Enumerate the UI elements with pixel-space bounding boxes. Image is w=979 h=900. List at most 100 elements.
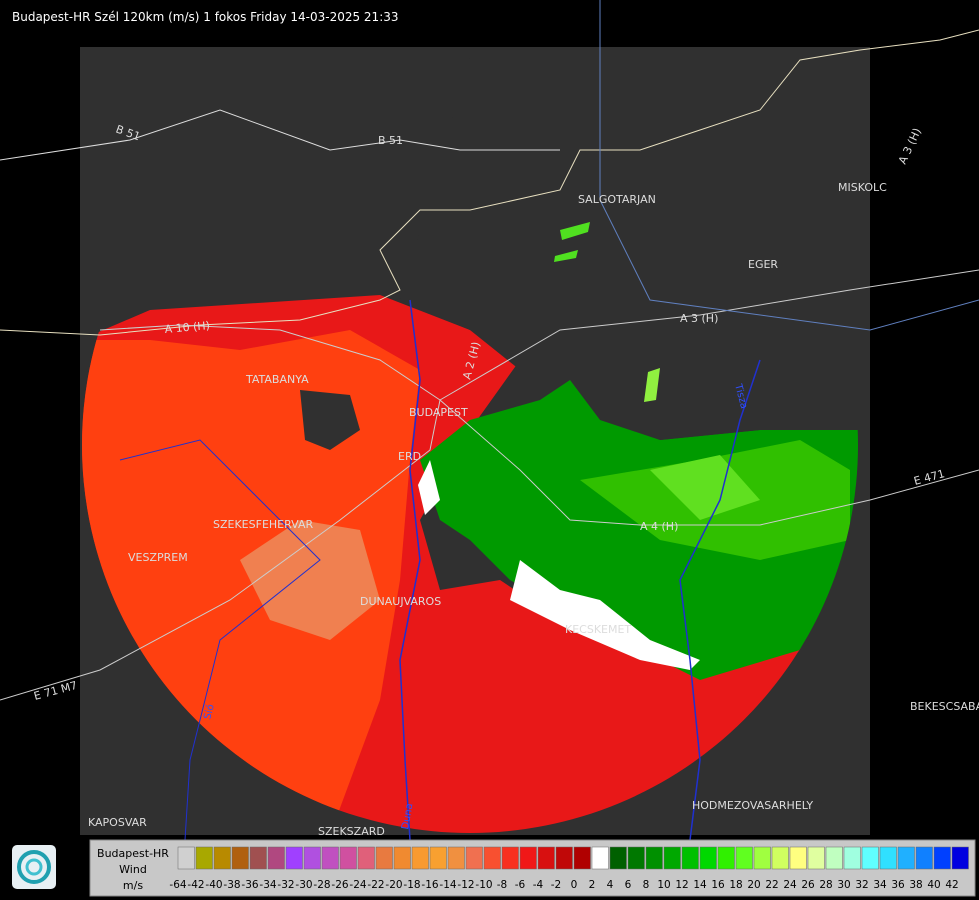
legend-label: 18 — [729, 879, 742, 891]
legend-label: -14 — [439, 879, 456, 891]
legend-swatch — [249, 846, 267, 870]
legend-label: -8 — [497, 879, 507, 891]
legend-swatch — [771, 846, 789, 870]
legend-swatch — [555, 846, 573, 870]
legend-label: -16 — [421, 879, 438, 891]
legend-label: -24 — [349, 879, 366, 891]
legend-label: -32 — [277, 879, 294, 891]
legend-swatch — [267, 846, 285, 870]
legend-label: -34 — [259, 879, 276, 891]
legend-swatch — [609, 846, 627, 870]
legend-swatch — [465, 846, 483, 870]
legend-label: -2 — [551, 879, 561, 891]
legend-label: 34 — [873, 879, 887, 891]
legend-label: -28 — [313, 879, 330, 891]
legend-swatch — [537, 846, 555, 870]
legend-swatch — [897, 846, 915, 870]
legend-swatch — [483, 846, 501, 870]
legend-swatch — [663, 846, 681, 870]
legend-label: 32 — [855, 879, 868, 891]
legend-label: 14 — [693, 879, 707, 891]
legend-title: m/s — [123, 879, 143, 892]
legend-title: Wind — [119, 863, 147, 876]
river-label: Sió — [201, 703, 217, 721]
radar-echo — [82, 57, 870, 833]
legend-swatch — [591, 846, 609, 870]
river-label: Duna — [400, 802, 415, 830]
city-label: KECSKEMET — [565, 623, 631, 636]
legend-swatch — [861, 846, 879, 870]
legend-swatch — [879, 846, 897, 870]
road-label: A 3 (H) — [680, 312, 718, 325]
legend-label: -22 — [367, 879, 384, 891]
legend-swatch — [195, 846, 213, 870]
legend-swatch — [519, 846, 537, 870]
logo — [12, 845, 56, 889]
map-lines — [0, 0, 979, 841]
city-label: KAPOSVAR — [88, 816, 147, 829]
legend-swatch — [447, 846, 465, 870]
legend-label: -4 — [533, 879, 544, 891]
legend: Budapest-HR Wind m/s -64 -42 -40 -38 -36 -34-… — [89, 839, 976, 897]
legend-swatch — [825, 846, 843, 870]
legend-label: -18 — [403, 879, 420, 891]
legend-swatch — [753, 846, 771, 870]
title: Budapest-HR Szél 120km (m/s) 1 fokos Fri… — [12, 10, 399, 24]
legend-label: -40 — [205, 879, 222, 891]
legend-title: Budapest-HR — [97, 847, 169, 860]
legend-swatch — [213, 846, 231, 870]
legend-swatch — [807, 846, 825, 870]
legend-swatch — [717, 846, 735, 870]
city-label: DUNAUJVAROS — [360, 595, 441, 608]
legend-label: 2 — [589, 879, 596, 891]
legend-label: -20 — [385, 879, 402, 891]
legend-label: 16 — [711, 879, 725, 891]
legend-label: -64 — [169, 879, 186, 891]
legend-swatch — [393, 846, 411, 870]
legend-swatch — [789, 846, 807, 870]
legend-swatch — [933, 846, 951, 870]
legend-label: 36 — [891, 879, 905, 891]
road-label: A 10 (H) — [164, 319, 210, 336]
legend-swatch — [645, 846, 663, 870]
legend-label: -36 — [241, 879, 258, 891]
legend-label: 42 — [945, 879, 958, 891]
legend-swatch — [357, 846, 375, 870]
city-label: BEKESCSABA — [910, 700, 979, 713]
legend-label: -42 — [187, 879, 204, 891]
legend-label: 4 — [607, 879, 614, 891]
legend-swatch — [375, 846, 393, 870]
legend-swatch — [573, 846, 591, 870]
legend-label: 40 — [927, 879, 940, 891]
legend-label: 38 — [909, 879, 922, 891]
legend-swatch — [501, 846, 519, 870]
legend-label: 20 — [747, 879, 760, 891]
legend-label: 0 — [571, 879, 578, 891]
city-label: MISKOLC — [838, 181, 887, 194]
city-label: SZEKESFEHERVAR — [213, 518, 314, 531]
legend-label: -30 — [295, 879, 312, 891]
legend-swatch — [915, 846, 933, 870]
legend-label: 8 — [643, 879, 650, 891]
legend-label: -6 — [515, 879, 526, 891]
legend-swatch — [177, 846, 195, 870]
legend-label: -12 — [457, 879, 474, 891]
legend-label: 24 — [783, 879, 797, 891]
legend-label: 10 — [657, 879, 670, 891]
city-label: SALGOTARJAN — [578, 193, 656, 206]
legend-label: 30 — [837, 879, 850, 891]
legend-swatch — [321, 846, 339, 870]
legend-swatch — [681, 846, 699, 870]
legend-label: 6 — [625, 879, 632, 891]
legend-swatch — [411, 846, 429, 870]
legend-swatch — [339, 846, 357, 870]
legend-swatch — [843, 846, 861, 870]
city-label: TATABANYA — [245, 373, 309, 386]
city-label: BUDAPEST — [409, 406, 468, 419]
legend-swatch — [231, 846, 249, 870]
legend-swatch — [627, 846, 645, 870]
legend-label: -26 — [331, 879, 348, 891]
city-label: SZEKSZARD — [318, 825, 385, 838]
city-label: VESZPREM — [128, 551, 188, 564]
